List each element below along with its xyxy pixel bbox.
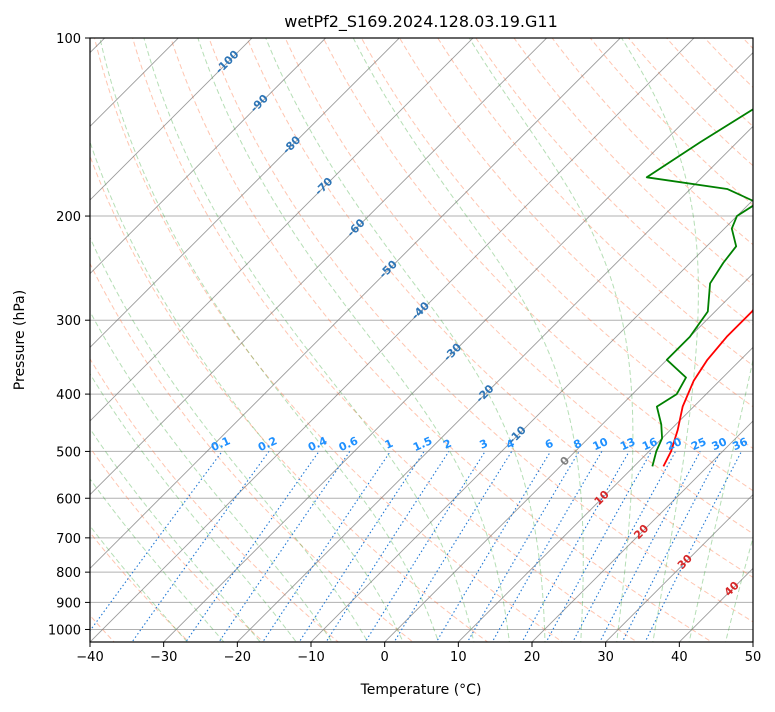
x-axis: −40 −30 −20 −10 0 10 20 30 40 50 bbox=[76, 642, 761, 665]
y-tick-label: 700 bbox=[56, 532, 81, 547]
y-axis: 100 200 300 400 500 600 700 800 900 1000 bbox=[48, 32, 90, 638]
mixing-ratio-label: 3 bbox=[478, 437, 490, 452]
mixing-ratio-line bbox=[319, 451, 449, 654]
isotherm-label: -50 bbox=[377, 257, 400, 280]
y-tick-label: 300 bbox=[56, 314, 81, 329]
x-tick-label: −40 bbox=[76, 650, 103, 665]
y-tick-label: 1000 bbox=[48, 623, 81, 638]
mixing-ratio-label: 2 bbox=[441, 437, 453, 452]
isotherm-label: -20 bbox=[473, 382, 496, 405]
dry-adiabat bbox=[347, 11, 775, 654]
x-tick-label: 50 bbox=[745, 650, 762, 665]
dry-adiabat bbox=[0, 11, 353, 654]
red-profile-line bbox=[663, 38, 775, 466]
moist-adiabat bbox=[137, 11, 476, 654]
dry-adiabat bbox=[0, 11, 277, 654]
mixing-ratio-line bbox=[124, 451, 269, 654]
isotherm-line bbox=[446, 11, 775, 654]
x-tick-label: 0 bbox=[381, 650, 389, 665]
mixing-ratio-line bbox=[461, 451, 579, 654]
dry-adiabat bbox=[421, 11, 775, 654]
isotherm-label: 30 bbox=[675, 552, 695, 572]
y-axis-label: Pressure (hPa) bbox=[12, 290, 28, 390]
y-tick-label: 500 bbox=[56, 445, 81, 460]
mixing-ratio-line bbox=[255, 451, 390, 654]
isotherm-label: -60 bbox=[344, 216, 367, 239]
y-tick-label: 100 bbox=[56, 32, 81, 47]
mixing-ratio-label: 13 bbox=[618, 435, 637, 453]
dry-adiabat bbox=[569, 11, 775, 654]
isotherm-label: -100 bbox=[213, 48, 242, 77]
mixing-ratio-line bbox=[178, 451, 319, 654]
isotherm-line bbox=[299, 11, 775, 654]
mixing-ratio-line bbox=[73, 451, 222, 654]
isotherm-label: 40 bbox=[722, 579, 742, 599]
moist-adiabat bbox=[0, 11, 198, 654]
y-tick-label: 900 bbox=[56, 596, 81, 611]
isotherm-label: -80 bbox=[280, 133, 303, 156]
mixing-ratio-line bbox=[639, 451, 741, 654]
moist-adiabat bbox=[189, 11, 510, 654]
isotherm-line bbox=[0, 11, 279, 654]
isotherm-line bbox=[520, 11, 775, 654]
isotherm-line bbox=[741, 11, 775, 654]
isotherm-line bbox=[0, 11, 426, 654]
dry-adiabat bbox=[51, 11, 504, 654]
dry-adiabat bbox=[14, 11, 428, 654]
x-tick-label: 10 bbox=[450, 650, 467, 665]
dry-adiabat bbox=[755, 11, 775, 654]
mixing-ratio-label: 36 bbox=[730, 435, 750, 453]
x-tick-label: 40 bbox=[671, 650, 688, 665]
isotherm-label: -40 bbox=[409, 299, 432, 322]
mixing-ratio-label: 30 bbox=[710, 435, 730, 453]
isotherm-label: 10 bbox=[592, 488, 612, 508]
isotherm-label: 20 bbox=[631, 522, 651, 542]
mixing-ratio-line bbox=[429, 451, 550, 654]
x-tick-label: 20 bbox=[524, 650, 541, 665]
mixing-ratio-line bbox=[292, 451, 425, 654]
dry-adiabat bbox=[273, 11, 775, 654]
x-tick-label: −30 bbox=[150, 650, 177, 665]
isotherm-label: -30 bbox=[441, 340, 464, 363]
dry-adiabat bbox=[125, 11, 655, 654]
mixing-ratio-label: 6 bbox=[543, 437, 556, 452]
isotherm-line bbox=[0, 11, 353, 654]
sounding-profiles bbox=[647, 38, 775, 466]
y-tick-label: 400 bbox=[56, 388, 81, 403]
x-axis-label: Temperature (°C) bbox=[360, 682, 482, 698]
background-lines bbox=[0, 11, 775, 654]
y-tick-label: 800 bbox=[56, 566, 81, 581]
y-tick-label: 600 bbox=[56, 492, 81, 507]
isotherm-label: -70 bbox=[312, 175, 335, 198]
isotherm-label: -90 bbox=[248, 92, 271, 115]
dry-adiabat bbox=[88, 11, 579, 654]
x-tick-label: 30 bbox=[597, 650, 614, 665]
mixing-ratio-line bbox=[387, 451, 512, 654]
mixing-ratio-label: 20 bbox=[664, 435, 684, 453]
moist-adiabat bbox=[0, 11, 234, 654]
mixing-ratio-line bbox=[540, 451, 651, 654]
isotherm-line bbox=[0, 11, 58, 654]
chart-title: wetPf2_S169.2024.128.03.19.G11 bbox=[284, 12, 558, 32]
moist-adiabat bbox=[1, 11, 340, 654]
mixing-ratio-line bbox=[486, 451, 602, 654]
x-tick-label: −20 bbox=[224, 650, 251, 665]
mixing-ratio-label: 25 bbox=[689, 435, 708, 453]
y-tick-label: 200 bbox=[56, 210, 81, 225]
mixing-ratio-line bbox=[516, 451, 630, 654]
green-profile-line bbox=[647, 38, 775, 466]
dry-adiabat bbox=[718, 11, 775, 654]
dry-adiabat bbox=[384, 11, 775, 654]
mixing-ratio-label: 10 bbox=[591, 435, 611, 453]
moist-adiabat bbox=[0, 11, 270, 654]
x-tick-label: −10 bbox=[297, 650, 324, 665]
isotherm-line bbox=[373, 11, 775, 654]
